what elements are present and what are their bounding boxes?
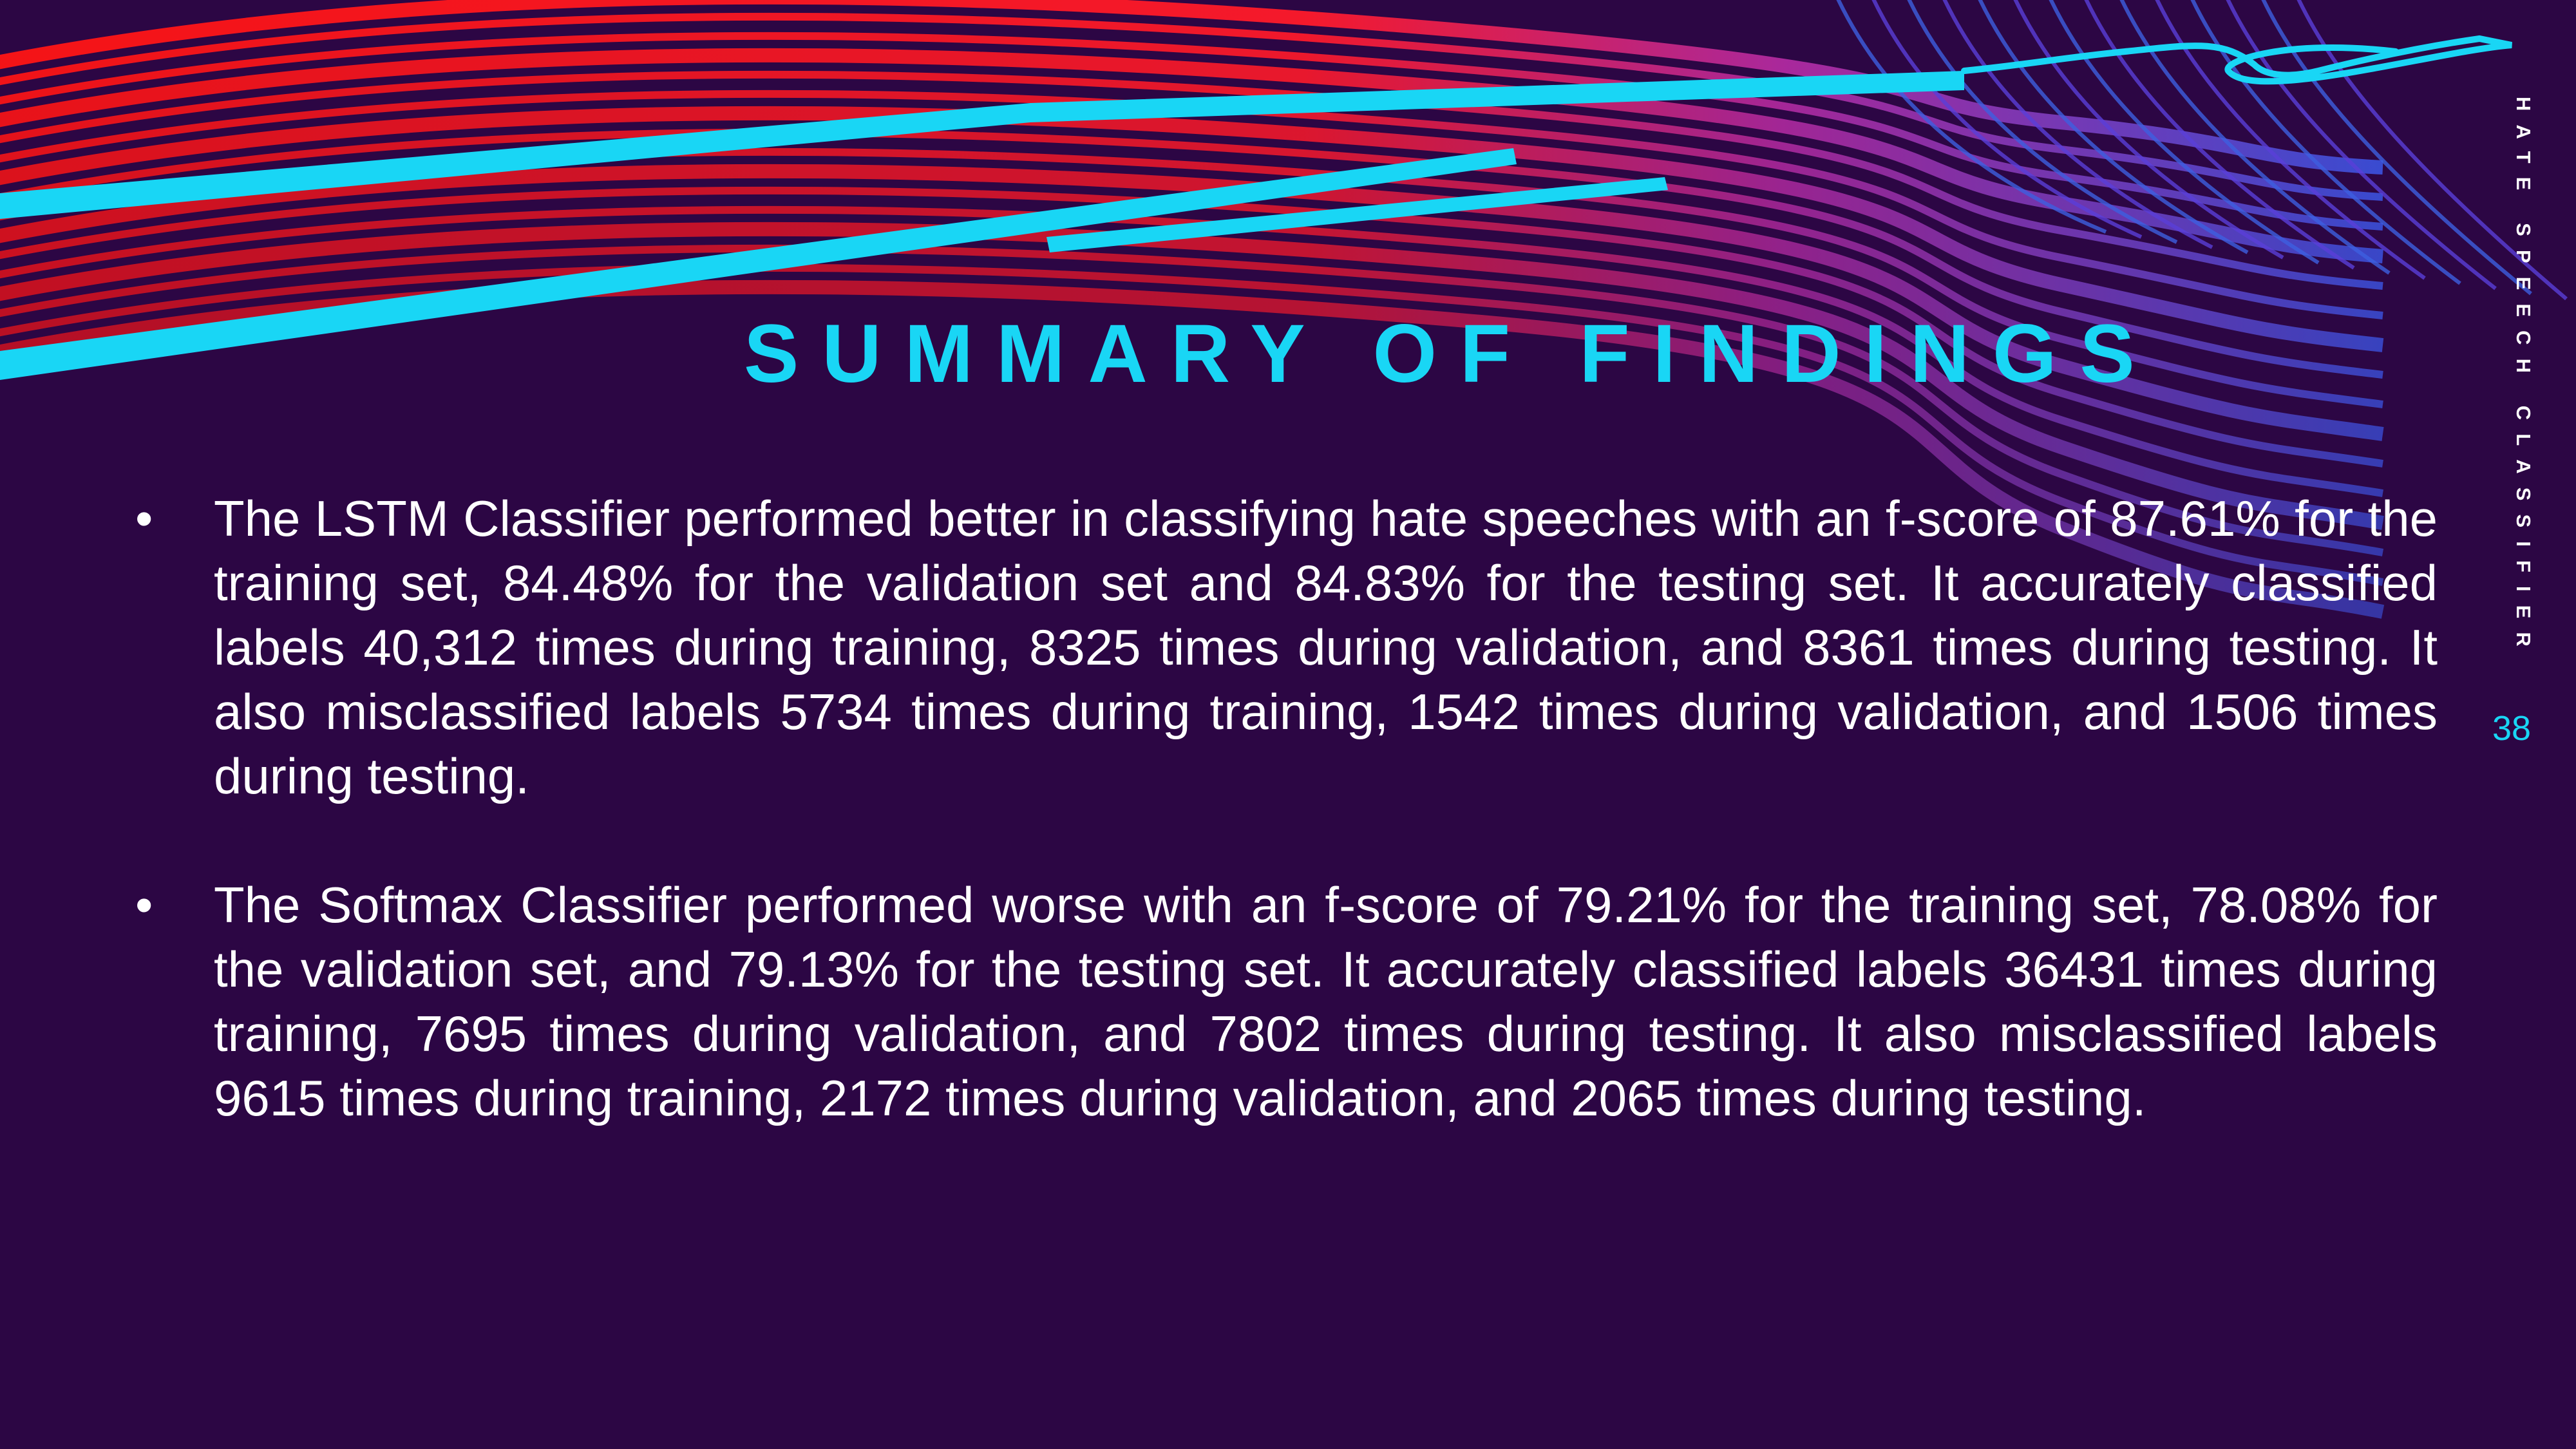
blue-wave-line [1942, 0, 2213, 249]
blue-wave-line [2013, 0, 2284, 260]
blue-wave-line [2190, 0, 2461, 285]
blue-wave-line [2084, 0, 2355, 270]
bullet-marker: • [135, 876, 153, 933]
red-wave-line [0, 164, 2384, 441]
red-wave-lines [0, 0, 2385, 619]
red-wave-line [0, 106, 2384, 352]
cyan-squiggle [1961, 35, 2512, 85]
finding-text: The LSTM Classifier performed better in … [214, 490, 2438, 804]
blue-wave-line [2261, 0, 2532, 296]
red-wave-line [0, 205, 2383, 497]
red-wave-line [0, 90, 2383, 319]
red-wave-line [0, 186, 2383, 468]
finding-text: The Softmax Classifier performed worse w… [214, 876, 2438, 1126]
red-wave-line [0, 12, 2383, 201]
blue-wave-lines [1836, 0, 2568, 301]
side-label: HATE SPEECH CLASSIFIER [2512, 97, 2535, 660]
blue-wave-line [1907, 0, 2178, 244]
red-wave-line [0, 48, 2383, 263]
blue-wave-line [1871, 0, 2143, 239]
blue-wave-line [1836, 0, 2107, 234]
red-wave-line [0, 0, 2383, 175]
cyan-streaks [0, 71, 1964, 380]
finding-softmax: • The Softmax Classifier performed worse… [135, 873, 2438, 1130]
slide-title: SUMMARY OF FINDINGS [744, 308, 2158, 400]
findings-list: • The LSTM Classifier performed better i… [135, 486, 2438, 1195]
blue-wave-line [2119, 0, 2391, 275]
red-wave-line [0, 222, 2384, 530]
page-number: 38 [2492, 709, 2532, 748]
red-wave-line [0, 244, 2384, 556]
red-wave-line [0, 128, 2383, 379]
red-wave-line [0, 70, 2383, 290]
bullet-marker: • [135, 490, 153, 547]
blue-wave-line [2297, 0, 2568, 301]
blue-wave-line [2226, 0, 2497, 290]
red-wave-line [0, 263, 2384, 586]
blue-wave-line [2155, 0, 2426, 280]
finding-lstm: • The LSTM Classifier performed better i… [135, 486, 2438, 808]
blue-wave-line [2049, 0, 2320, 265]
blue-wave-line [1978, 0, 2249, 254]
